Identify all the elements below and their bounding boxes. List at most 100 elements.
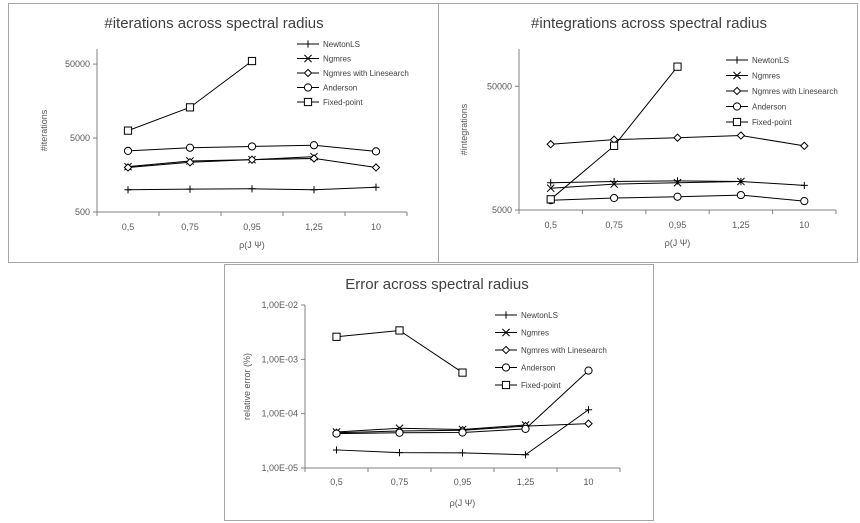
y-tick-label: 1,00E-04 <box>261 409 298 419</box>
data-point <box>799 141 809 151</box>
chart-panel-iterations: #iterations across spectral radius 500 500… <box>8 3 439 263</box>
legend-entry: Fixed-point <box>726 117 792 127</box>
data-point <box>673 178 682 187</box>
legend-entry: Anderson <box>495 363 555 373</box>
legend-entry: Ngmres with Linesearch <box>297 68 409 78</box>
y-tick-label: 5000 <box>492 205 512 215</box>
x-tick-label: 0,75 <box>181 222 199 232</box>
data-point <box>332 446 341 454</box>
y-axis-label: #iterations <box>39 109 49 151</box>
y-tick-label: 1,00E-02 <box>261 300 298 310</box>
data-point <box>248 185 256 193</box>
data-point <box>458 449 467 457</box>
data-point <box>584 366 593 375</box>
y-axis-label: relative error (%) <box>242 353 252 420</box>
data-point <box>247 155 257 164</box>
data-point <box>247 142 257 151</box>
data-point <box>800 181 808 190</box>
data-point <box>521 451 530 459</box>
data-point <box>309 141 319 150</box>
chart-integrations: #integrations across spectral radius 5000… <box>459 15 838 248</box>
legend-marker <box>501 363 511 372</box>
data-point <box>186 185 194 193</box>
legend-marker <box>502 328 510 337</box>
series-anderson <box>332 366 593 438</box>
chart-panel-error: Error across spectral radius 1,00E-05 1,00… <box>224 264 654 521</box>
series-ngmres-with-linesearch <box>546 131 809 151</box>
x-tick-label: 0,5 <box>544 220 557 230</box>
series-anderson <box>546 190 809 206</box>
data-point <box>395 326 404 335</box>
x-tick-label: 0,5 <box>330 477 343 487</box>
data-point <box>673 133 682 142</box>
data-point <box>123 146 133 156</box>
x-tick-label: 0,95 <box>454 477 472 487</box>
data-point <box>332 332 341 341</box>
x-tick-label: 0,75 <box>605 220 623 230</box>
data-point <box>673 192 682 201</box>
chart-iterations: #iterations across spectral radius 500 500… <box>39 15 409 250</box>
data-point <box>395 428 404 437</box>
legend-marker <box>732 117 742 127</box>
data-point <box>673 62 682 71</box>
y-tick-label: 1,00E-03 <box>261 354 298 364</box>
data-point <box>610 193 619 203</box>
legend-marker <box>502 311 510 319</box>
legend-marker <box>732 86 742 96</box>
data-point <box>247 56 257 66</box>
legend-marker <box>501 345 511 355</box>
legend-marker <box>733 56 741 64</box>
x-tick-label: 1,25 <box>517 477 535 487</box>
legend-marker <box>303 83 313 92</box>
y-tick-label: 5000 <box>70 133 90 143</box>
legend-marker <box>733 71 741 80</box>
series-ngmres <box>546 177 745 193</box>
legend-marker <box>304 54 312 63</box>
legend-entry: NewtonLS <box>297 40 360 49</box>
data-point <box>185 157 195 167</box>
x-tick-label: 1,25 <box>305 222 323 232</box>
y-tick-label: 500 <box>75 207 90 217</box>
data-point <box>547 179 555 187</box>
legend-label: Ngmres <box>752 72 780 81</box>
legend-label: Fixed-point <box>752 118 792 127</box>
x-tick-label: 0,5 <box>122 222 135 232</box>
legend-entry: Ngmres <box>726 72 780 81</box>
legend-label: Ngmres <box>323 55 351 64</box>
legend-entry: NewtonLS <box>726 56 789 65</box>
data-point <box>332 429 341 438</box>
legend-marker <box>501 380 511 390</box>
legend-entry: Fixed-point <box>297 97 363 107</box>
data-point <box>584 419 593 428</box>
legend-label: NewtonLS <box>323 40 360 49</box>
y-tick-label: 50000 <box>487 81 512 91</box>
legend-label: NewtonLS <box>521 311 558 320</box>
legend-marker <box>303 97 313 107</box>
x-tick-label: 10 <box>371 222 381 232</box>
series-newtonls <box>332 406 593 459</box>
legend-entry: Ngmres <box>297 55 351 64</box>
data-point <box>185 103 195 112</box>
x-axis-label: ρ(J Ψ) <box>239 240 265 250</box>
data-point <box>800 197 809 206</box>
x-tick-label: 1,25 <box>732 220 750 230</box>
data-point <box>371 147 381 156</box>
x-tick-label: 0,95 <box>669 220 687 230</box>
x-axis-label: ρ(J Ψ) <box>450 498 476 508</box>
series-fixed-point <box>332 326 467 377</box>
legend-label: Anderson <box>752 103 786 112</box>
data-point <box>123 163 133 172</box>
x-tick-label: 10 <box>799 220 809 230</box>
data-point <box>123 126 133 135</box>
legend-entry: Anderson <box>297 83 357 93</box>
series-line <box>127 60 253 132</box>
series-fixed-point <box>123 56 257 135</box>
data-point <box>310 186 318 194</box>
data-point <box>546 184 555 193</box>
series-line <box>550 180 741 189</box>
series-ngmres <box>124 152 318 171</box>
data-point <box>124 186 132 194</box>
series-line <box>127 156 315 168</box>
chart-title: #iterations across spectral radius <box>104 15 323 32</box>
legend-entry: NewtonLS <box>495 311 558 320</box>
